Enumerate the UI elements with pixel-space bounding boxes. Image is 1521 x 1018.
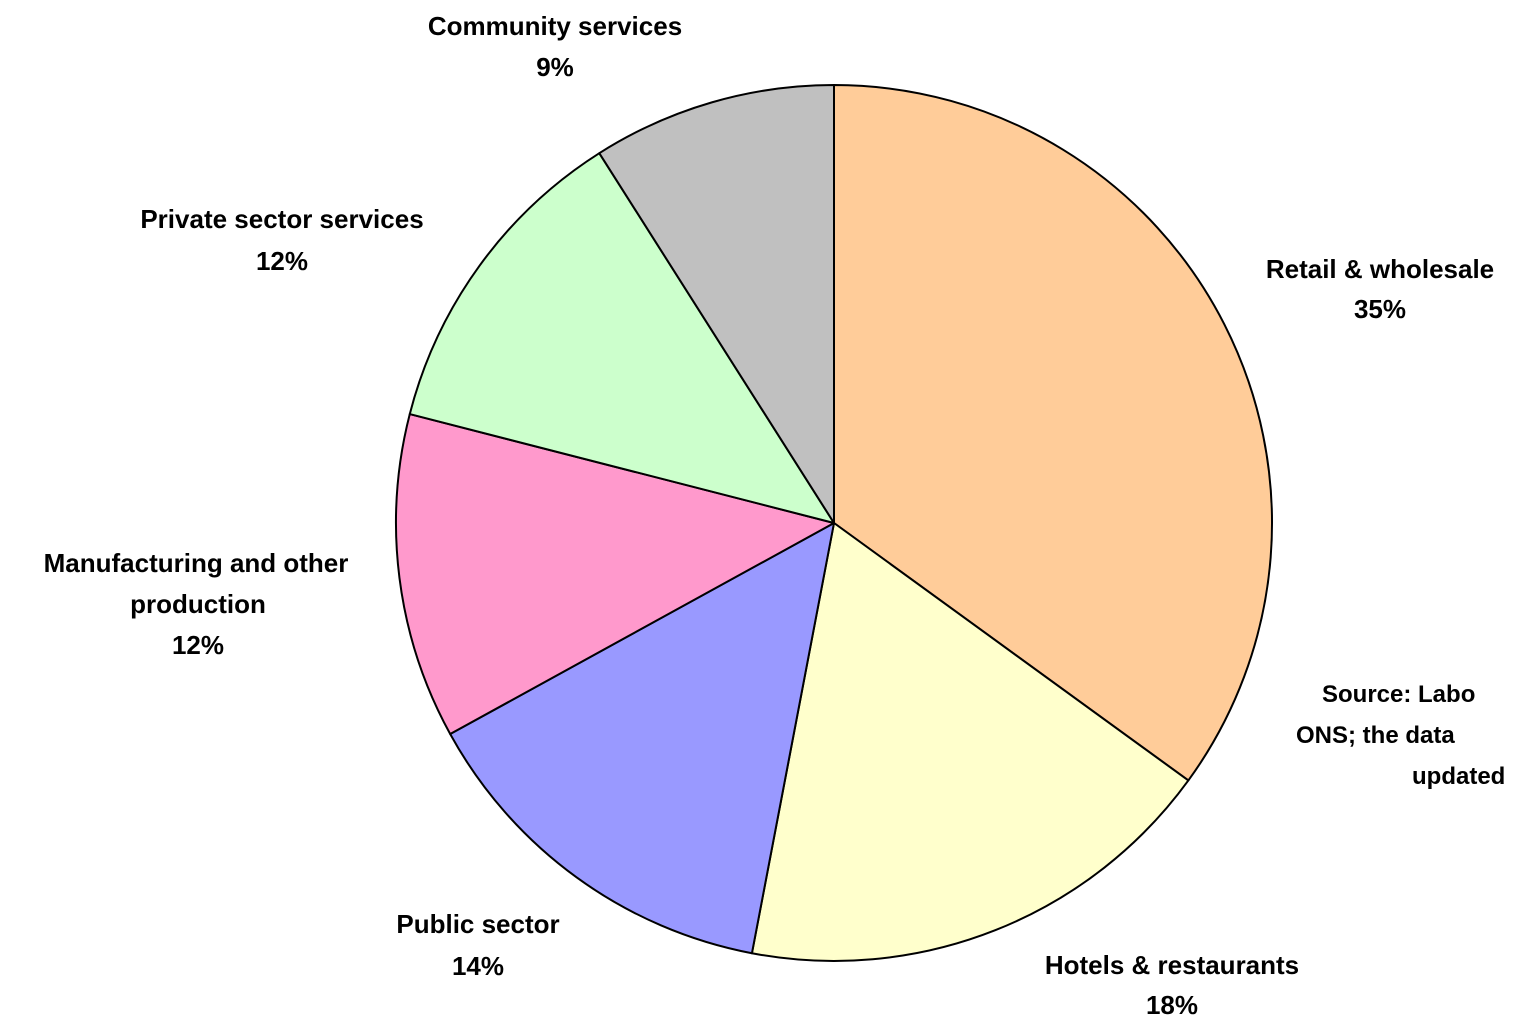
- percent-hotels-restaurants: 18%: [1146, 990, 1198, 1018]
- percent-retail-wholesale: 35%: [1354, 294, 1406, 324]
- percent-community-services: 9%: [536, 52, 574, 82]
- label-public-sector: Public sector: [396, 909, 559, 939]
- pie-slice-community-services: [598, 84, 835, 524]
- label-manufacturing-line2: production: [130, 589, 266, 619]
- pie-slice-private-sector-services: [408, 152, 835, 524]
- label-private-sector-services: Private sector services: [140, 204, 423, 234]
- pie-slice-retail-wholesale: [833, 84, 1274, 782]
- label-retail-wholesale: Retail & wholesale: [1266, 254, 1494, 284]
- pie-slice-hotels-restaurants: [750, 522, 1190, 962]
- percent-private-sector-services: 12%: [256, 246, 308, 276]
- source-note-line3: updated: [1412, 763, 1505, 790]
- percent-manufacturing: 12%: [172, 630, 224, 660]
- label-hotels-restaurants: Hotels & restaurants: [1045, 950, 1299, 980]
- label-manufacturing-line1: Manufacturing and other: [44, 548, 349, 578]
- pie-slice-manufacturing-and-other-production: [395, 413, 835, 736]
- source-note-line1: Source: Labo: [1322, 681, 1475, 708]
- pie-slices: [395, 84, 1274, 962]
- percent-public-sector: 14%: [452, 951, 504, 981]
- source-note-line2: ONS; the data: [1296, 722, 1455, 749]
- pie-slice-public-sector: [449, 522, 835, 955]
- label-community-services: Community services: [428, 11, 682, 41]
